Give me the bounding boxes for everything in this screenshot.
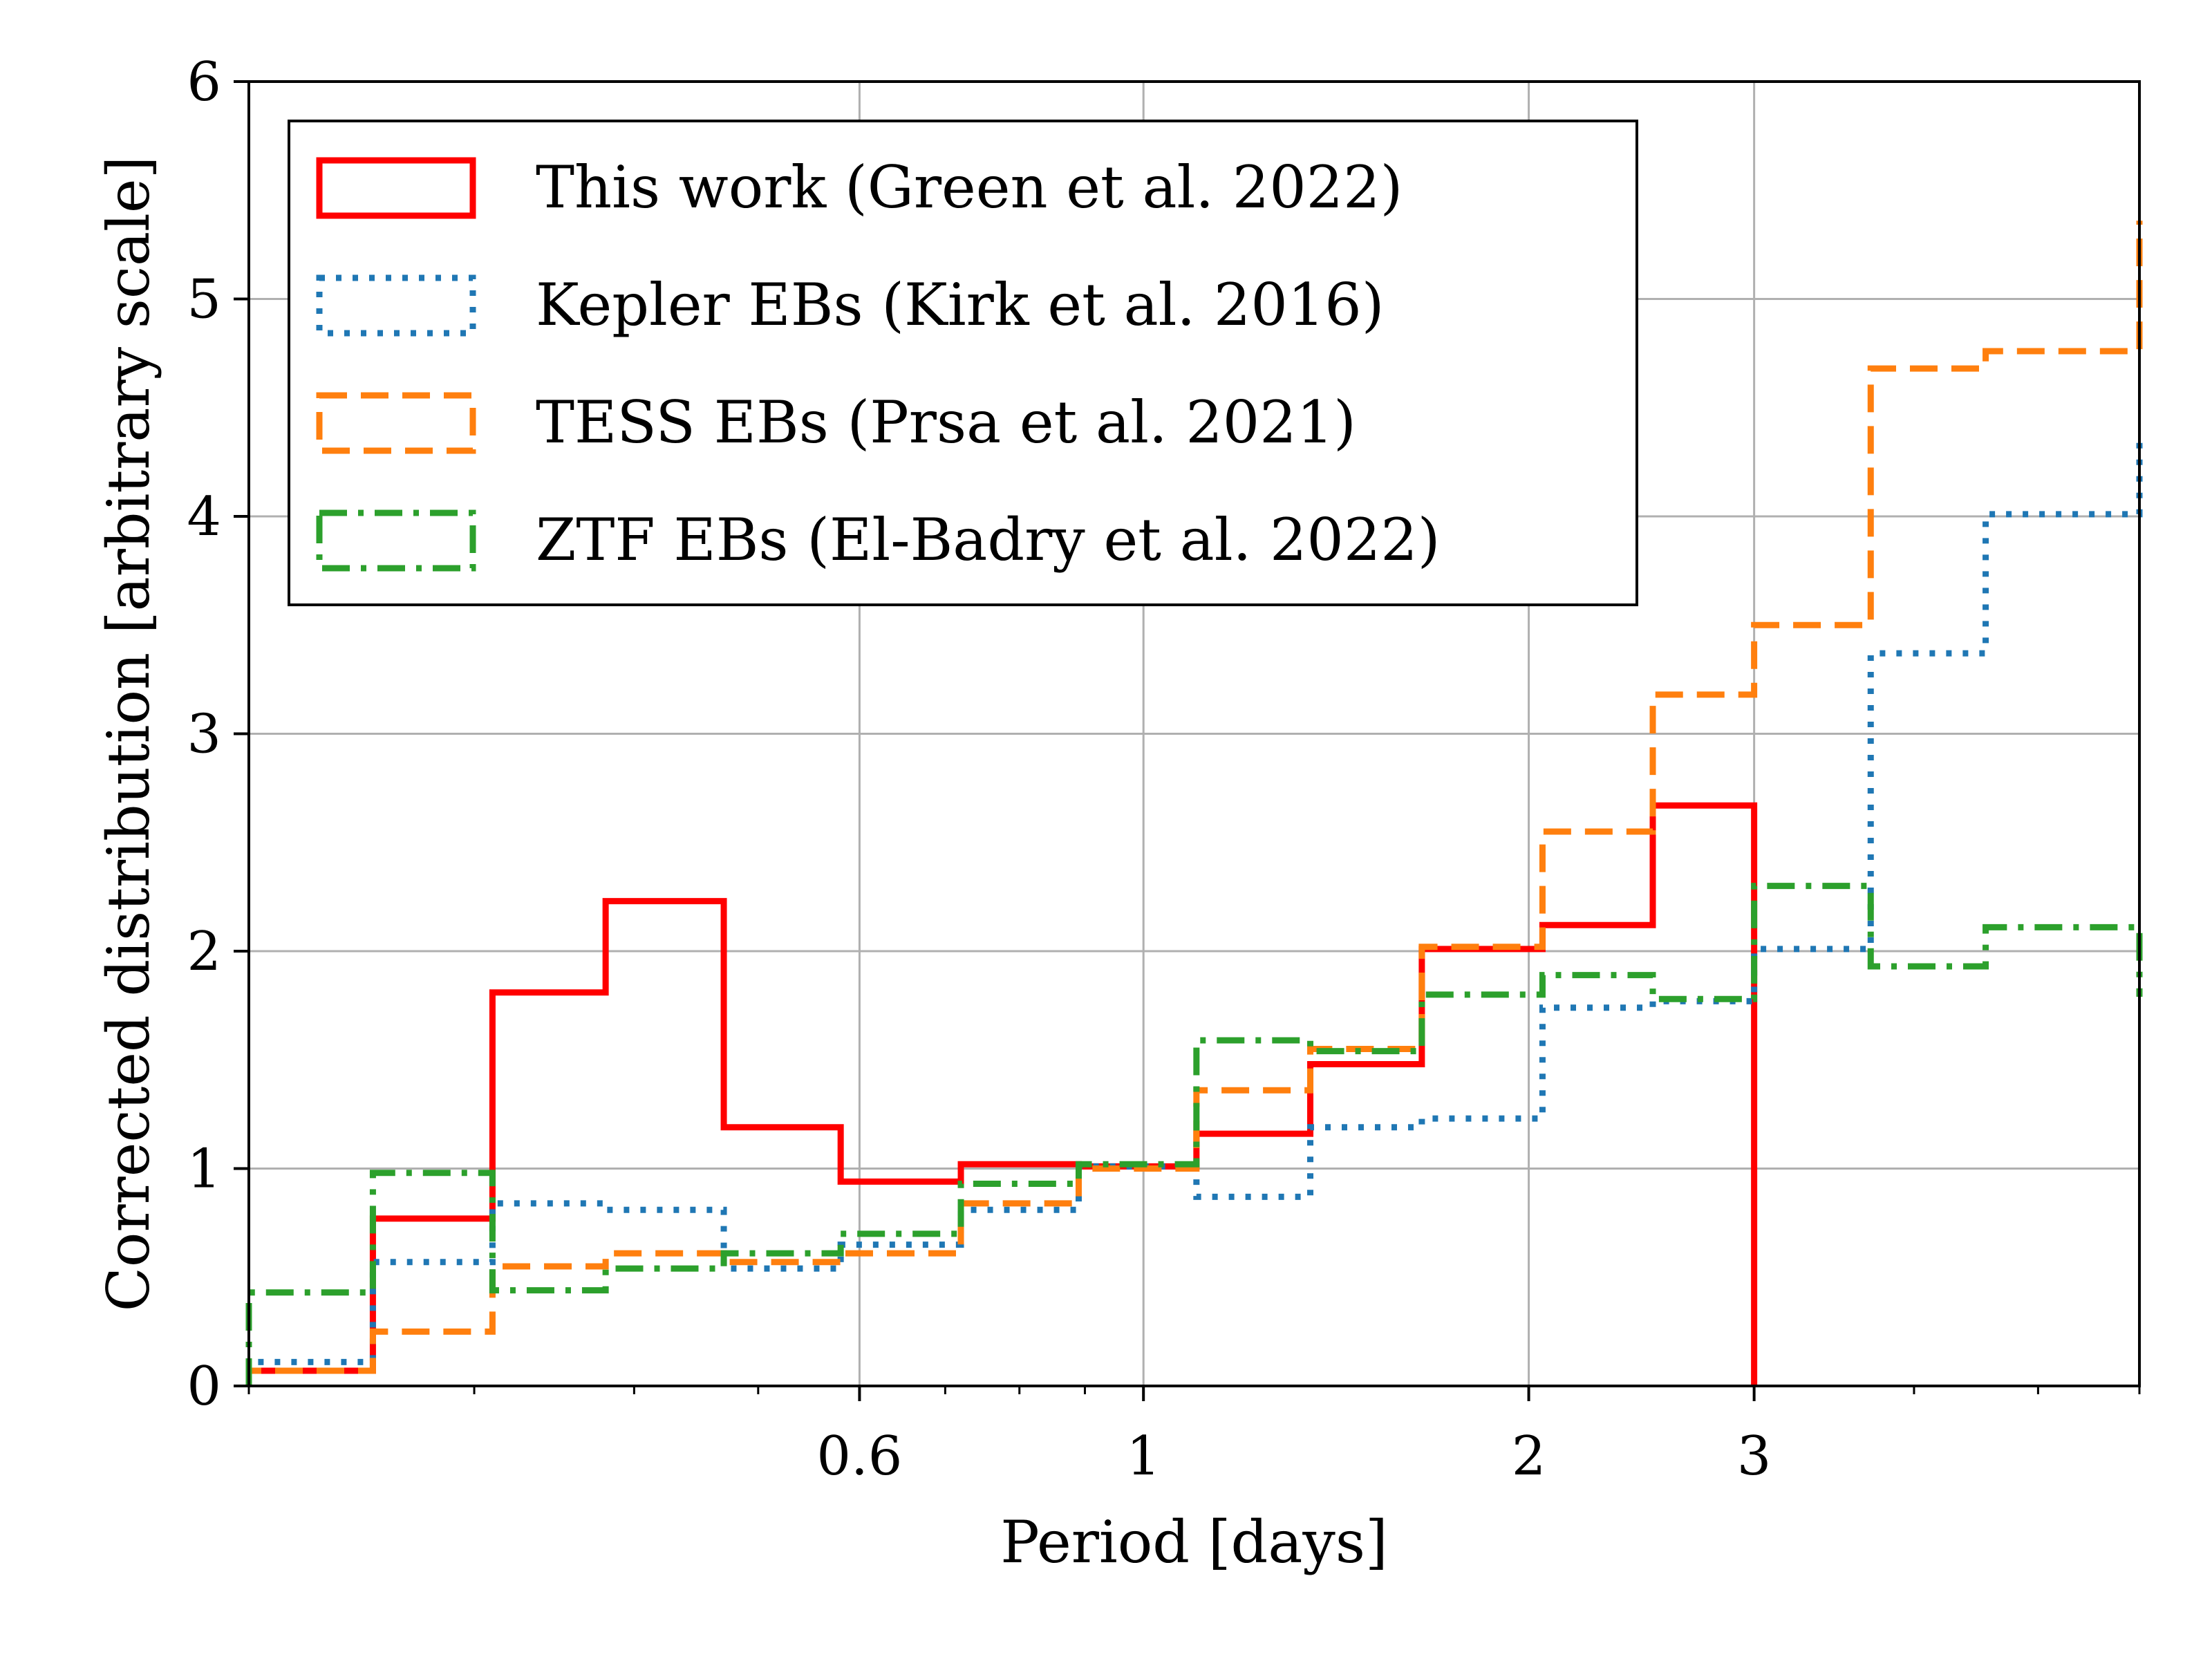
x-tick-label: 3 [1737, 1425, 1772, 1488]
series-lines [245, 221, 2143, 1386]
legend-swatch [316, 509, 476, 572]
y-tick-label: 2 [187, 921, 221, 983]
series-line [245, 883, 2143, 1386]
legend-box [288, 120, 1638, 606]
x-tick-label: 1 [1126, 1425, 1161, 1488]
y-tick-label: 5 [187, 269, 221, 331]
legend: This work (Green et al. 2022) Kepler EBs … [288, 120, 1638, 606]
legend-swatch [316, 274, 476, 337]
legend-swatch [316, 157, 476, 219]
y-axis-title: Corrected distribution [arbitrary scale] [95, 156, 162, 1312]
legend-label: Kepler EBs (Kirk et al. 2016) [536, 271, 1384, 339]
legend-label: ZTF EBs (El-Badry et al. 2022) [536, 506, 1441, 574]
legend-swatch [316, 392, 476, 454]
y-tick-label: 1 [187, 1138, 221, 1201]
y-tick-label: 6 [187, 51, 221, 113]
legend-label: This work (Green et al. 2022) [536, 153, 1403, 221]
x-axis-title: Period [days] [1000, 1508, 1387, 1576]
x-tick-label: 2 [1512, 1425, 1546, 1488]
y-tick-label: 3 [187, 704, 221, 766]
x-tick-label: 0.6 [816, 1425, 902, 1488]
y-tick-label: 0 [187, 1356, 221, 1418]
y-tick-label: 4 [187, 486, 221, 548]
series-line [245, 438, 2143, 1386]
legend-label: TESS EBs (Prsa et al. 2021) [536, 388, 1356, 456]
axis-ticks: 0.6 1 2 3 0 1 2 3 4 5 6 [187, 51, 2141, 1488]
